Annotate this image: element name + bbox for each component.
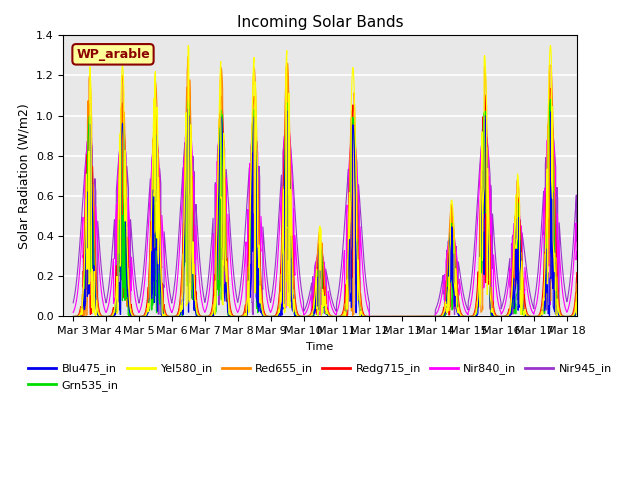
Redg715_in	[356, 280, 364, 286]
Nir945_in	[69, 300, 77, 306]
Nir840_in	[579, 110, 587, 116]
Line: Redg715_in: Redg715_in	[73, 86, 600, 316]
Nir945_in	[385, 313, 392, 319]
Grn535_in	[520, 308, 528, 313]
Yel580_in	[481, 54, 489, 60]
Yel580_in	[385, 313, 392, 319]
Nir945_in	[520, 248, 528, 253]
Red655_in	[365, 313, 373, 319]
Grn535_in	[69, 313, 77, 319]
Nir840_in	[384, 313, 392, 319]
X-axis label: Time: Time	[307, 342, 333, 352]
Grn535_in	[385, 313, 392, 319]
Redg715_in	[596, 313, 604, 319]
Red655_in	[385, 313, 392, 319]
Redg715_in	[69, 313, 77, 319]
Yel580_in	[596, 313, 604, 319]
Grn535_in	[507, 308, 515, 313]
Nir945_in	[596, 299, 604, 305]
Redg715_in	[507, 311, 515, 316]
Nir945_in	[179, 176, 186, 181]
Line: Nir840_in: Nir840_in	[73, 113, 600, 316]
Blu475_in	[69, 313, 77, 319]
Red655_in	[507, 298, 515, 303]
Nir840_in	[365, 313, 373, 319]
Nir945_in	[356, 200, 364, 206]
Yel580_in	[356, 298, 364, 303]
Grn535_in	[179, 312, 186, 318]
Yel580_in	[184, 43, 192, 48]
Red655_in	[596, 313, 604, 319]
Line: Red655_in: Red655_in	[73, 56, 600, 316]
Blu475_in	[520, 309, 528, 315]
Yel580_in	[520, 308, 528, 314]
Blu475_in	[384, 313, 392, 319]
Blu475_in	[365, 313, 373, 319]
Red655_in	[356, 288, 364, 293]
Yel580_in	[179, 300, 186, 305]
Red655_in	[69, 313, 77, 319]
Nir840_in	[69, 310, 77, 315]
Line: Blu475_in: Blu475_in	[73, 108, 600, 316]
Blu475_in	[596, 313, 604, 319]
Redg715_in	[481, 92, 489, 98]
Nir945_in	[184, 119, 192, 124]
Blu475_in	[579, 105, 587, 111]
Redg715_in	[520, 293, 528, 299]
Grn535_in	[184, 97, 192, 103]
Redg715_in	[365, 313, 373, 319]
Grn535_in	[356, 304, 364, 310]
Blu475_in	[356, 311, 364, 317]
Nir840_in	[356, 296, 364, 302]
Redg715_in	[184, 83, 192, 89]
Y-axis label: Solar Radiation (W/m2): Solar Radiation (W/m2)	[17, 103, 30, 249]
Yel580_in	[365, 313, 373, 319]
Nir945_in	[481, 126, 489, 132]
Nir840_in	[520, 309, 528, 314]
Text: WP_arable: WP_arable	[76, 48, 150, 61]
Red655_in	[179, 265, 186, 271]
Nir840_in	[596, 309, 604, 315]
Line: Grn535_in: Grn535_in	[73, 100, 600, 316]
Nir840_in	[179, 192, 186, 198]
Red655_in	[520, 305, 528, 311]
Yel580_in	[507, 303, 515, 309]
Blu475_in	[481, 113, 488, 119]
Redg715_in	[385, 313, 392, 319]
Blu475_in	[179, 298, 186, 304]
Yel580_in	[69, 313, 77, 319]
Legend: Blu475_in, Grn535_in, Yel580_in, Red655_in, Redg715_in, Nir840_in, Nir945_in: Blu475_in, Grn535_in, Yel580_in, Red655_…	[24, 359, 616, 395]
Line: Nir945_in: Nir945_in	[73, 121, 600, 316]
Nir945_in	[365, 313, 373, 319]
Blu475_in	[507, 312, 515, 317]
Red655_in	[481, 64, 489, 70]
Red655_in	[184, 53, 192, 59]
Nir840_in	[507, 293, 515, 299]
Grn535_in	[596, 313, 604, 319]
Line: Yel580_in: Yel580_in	[73, 46, 600, 316]
Nir945_in	[507, 281, 515, 287]
Nir840_in	[481, 118, 488, 124]
Redg715_in	[179, 256, 186, 262]
Grn535_in	[481, 209, 489, 215]
Grn535_in	[365, 313, 373, 319]
Title: Incoming Solar Bands: Incoming Solar Bands	[237, 15, 403, 30]
